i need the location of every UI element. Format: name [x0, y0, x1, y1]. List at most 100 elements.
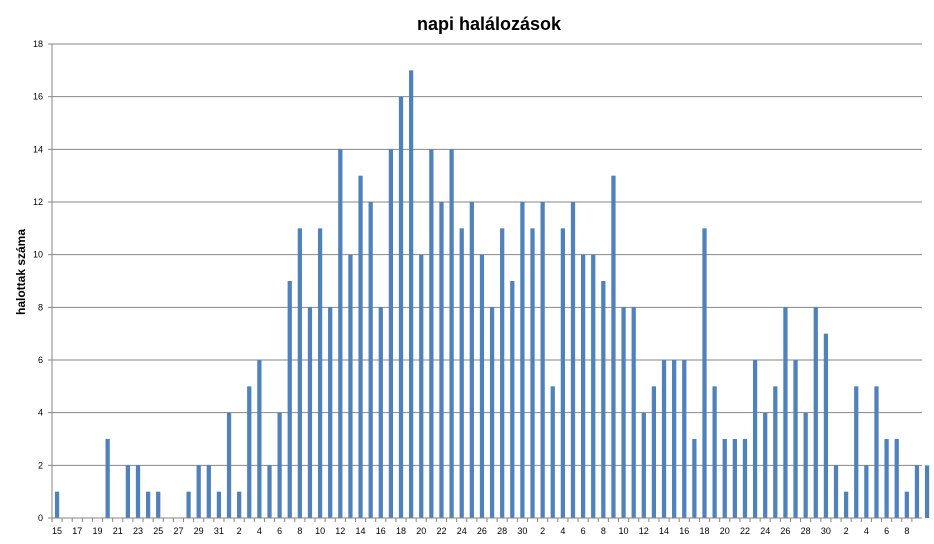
bar — [317, 228, 323, 519]
bar — [591, 254, 596, 518]
bar — [449, 149, 454, 519]
bar — [641, 412, 646, 518]
x-tick-label: 8 — [904, 526, 909, 536]
x-tick-label: 4 — [560, 526, 565, 536]
bar — [783, 307, 788, 518]
bar — [156, 491, 161, 518]
bar — [651, 386, 657, 518]
x-tick-label: 26 — [477, 526, 487, 536]
x-tick-label: 15 — [52, 526, 62, 536]
x-tick-label: 16 — [376, 526, 386, 536]
bar — [388, 149, 394, 519]
bar — [864, 465, 869, 518]
bar — [307, 307, 313, 518]
x-tick-label: 6 — [581, 526, 586, 536]
x-tick-label: 29 — [194, 526, 204, 536]
x-tick-label: 22 — [436, 526, 446, 536]
axes — [51, 44, 922, 522]
bar — [924, 465, 930, 518]
x-tick-label: 27 — [173, 526, 183, 536]
bar — [398, 96, 404, 519]
bar — [419, 254, 424, 518]
x-tick-label: 21 — [113, 526, 123, 536]
x-tick-label: 25 — [153, 526, 163, 536]
x-tick-label: 2 — [844, 526, 849, 536]
bar — [439, 202, 444, 518]
bar — [874, 386, 879, 518]
bar — [459, 228, 464, 519]
x-tick-label: 17 — [72, 526, 82, 536]
x-tick-label: 23 — [133, 526, 143, 536]
bar — [712, 386, 717, 518]
bar — [226, 412, 232, 518]
bar — [773, 386, 778, 518]
bar — [277, 412, 282, 518]
bar — [752, 360, 758, 518]
bar — [914, 465, 920, 518]
bars — [54, 70, 930, 519]
bar — [489, 307, 495, 518]
x-tick-label: 16 — [679, 526, 689, 536]
x-tick-label: 18 — [396, 526, 406, 536]
bar — [206, 465, 211, 518]
bar — [297, 228, 302, 519]
bar — [328, 307, 333, 518]
x-tick-label: 4 — [864, 526, 869, 536]
y-tick-labels: 0 2 4 6 8 10 12 14 16 18 — [33, 39, 43, 523]
bar — [368, 202, 373, 518]
y-tick-label: 12 — [33, 197, 43, 207]
bar — [803, 412, 808, 518]
bar — [682, 360, 687, 518]
bar — [186, 491, 191, 518]
bar — [813, 307, 818, 518]
x-tick-label: 24 — [760, 526, 770, 536]
bar — [823, 333, 829, 518]
x-tick-label: 18 — [699, 526, 709, 536]
bar — [135, 465, 141, 518]
bar — [348, 254, 353, 518]
y-tick-label: 0 — [38, 513, 43, 523]
x-tick-label: 10 — [315, 526, 325, 536]
bar — [54, 491, 60, 518]
y-tick-label: 10 — [33, 250, 43, 260]
x-tick-label: 20 — [720, 526, 730, 536]
bar — [237, 491, 242, 518]
bar — [884, 439, 889, 518]
x-tick-label: 26 — [780, 526, 790, 536]
bar — [267, 465, 272, 518]
bar — [105, 439, 110, 518]
bar — [479, 254, 485, 518]
bar — [145, 491, 151, 518]
bar — [732, 439, 737, 518]
x-tick-label: 22 — [740, 526, 750, 536]
bar — [216, 491, 222, 518]
x-tick-label: 19 — [93, 526, 103, 536]
bar — [378, 307, 383, 518]
bar — [672, 360, 677, 518]
y-tick-label: 18 — [33, 39, 43, 49]
x-tick-labels: 15 17 19 21 23 25 27 29 31 2 4 6 8 10 12 14 16 18 20 22 24 26… — [52, 526, 909, 536]
x-tick-label: 2 — [237, 526, 242, 536]
x-tick-label: 4 — [257, 526, 262, 536]
bar — [702, 228, 707, 519]
bar — [247, 386, 252, 518]
bar — [763, 412, 768, 518]
bar — [833, 465, 839, 518]
x-tick-label: 6 — [884, 526, 889, 536]
x-tick-label: 12 — [639, 526, 649, 536]
bar — [429, 149, 434, 519]
y-tick-label: 16 — [33, 92, 43, 102]
x-tick-label: 14 — [659, 526, 669, 536]
x-tick-label: 12 — [335, 526, 345, 536]
y-tick-label: 6 — [38, 355, 43, 365]
x-tick-label: 10 — [619, 526, 629, 536]
bar — [894, 439, 899, 518]
x-tick-label: 8 — [601, 526, 606, 536]
bar — [510, 281, 515, 518]
bar — [854, 386, 859, 518]
x-tick-label: 14 — [356, 526, 366, 536]
x-tick-label: 28 — [801, 526, 811, 536]
bar — [793, 360, 798, 518]
